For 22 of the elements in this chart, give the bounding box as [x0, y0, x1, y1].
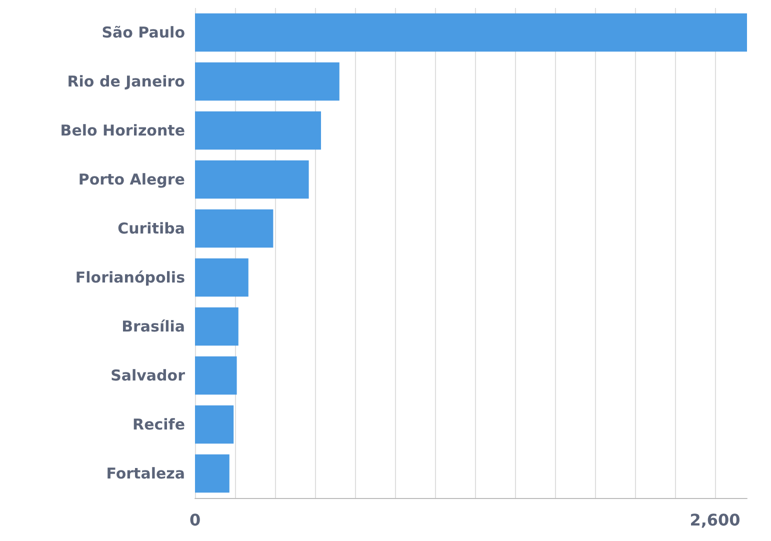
bar	[195, 258, 248, 297]
bar	[195, 209, 274, 248]
bar	[195, 405, 234, 444]
bar	[195, 307, 238, 346]
y-tick-label: Curitiba	[118, 220, 185, 238]
x-tick-label: 2,600	[690, 510, 740, 530]
y-tick-label: São Paulo	[102, 24, 185, 42]
y-tick-label: Recife	[132, 416, 185, 434]
bar	[195, 454, 230, 493]
y-tick-label: Florianópolis	[75, 268, 186, 286]
bar	[195, 13, 747, 52]
bar	[195, 356, 237, 395]
y-tick-label: Belo Horizonte	[60, 122, 185, 140]
y-tick-label: Salvador	[110, 366, 186, 384]
y-tick-label: Porto Alegre	[78, 170, 185, 188]
y-tick-label: Rio de Janeiro	[67, 72, 185, 90]
bar	[195, 111, 321, 150]
y-tick-label: Brasília	[122, 318, 185, 336]
x-tick-label: 0	[189, 510, 201, 530]
bar	[195, 62, 340, 101]
bar	[195, 160, 309, 199]
y-tick-label: Fortaleza	[106, 464, 185, 482]
